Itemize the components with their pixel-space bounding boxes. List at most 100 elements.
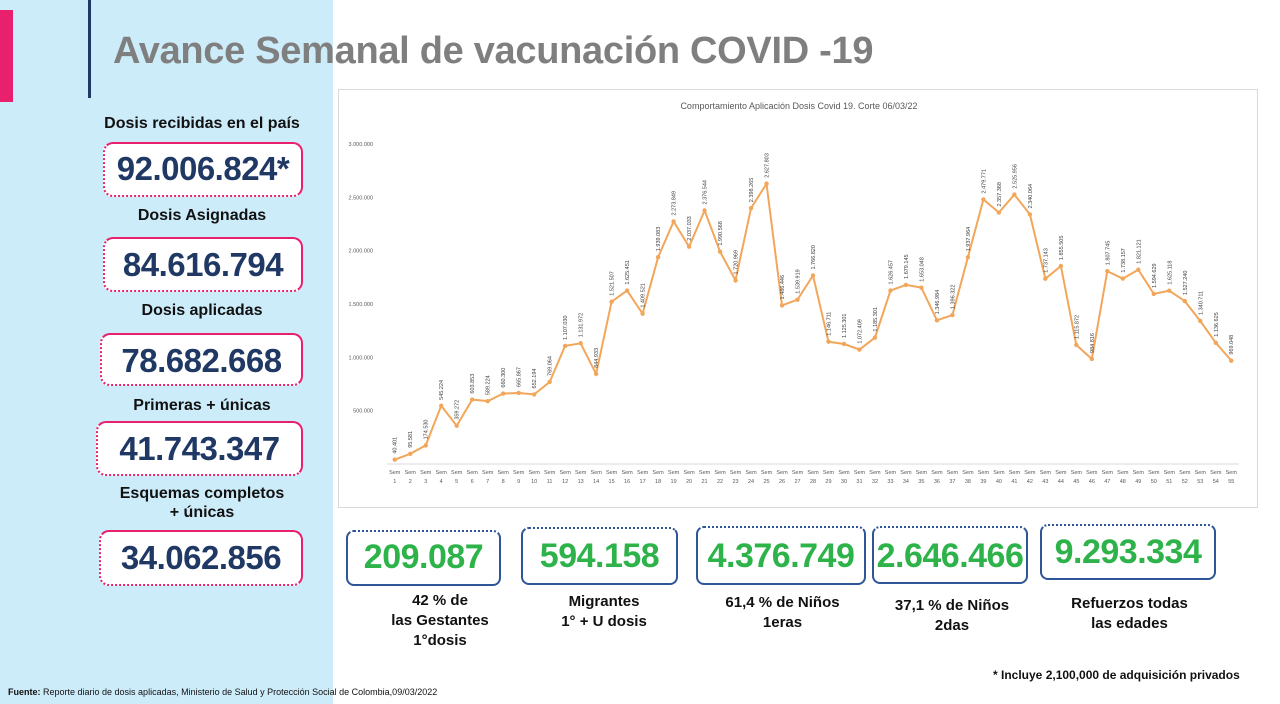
x-tick-label-bottom: 22 (717, 479, 723, 485)
data-point (919, 285, 924, 290)
x-tick-label-top: Sem (1179, 470, 1191, 476)
data-point (1027, 212, 1033, 217)
title-rule (88, 0, 91, 98)
stat-value-assigned: 84.616.794 (103, 237, 303, 292)
data-label: 2.525.956 (1012, 164, 1018, 188)
data-label: 1.539.919 (796, 269, 802, 293)
migrantes-value: 594.158 (521, 527, 678, 585)
x-tick-label-bottom: 27 (794, 479, 800, 485)
data-label: 1.185.301 (873, 307, 879, 331)
x-tick-label-bottom: 48 (1120, 479, 1126, 485)
data-point (733, 278, 738, 283)
stat-label-applied: Dosis aplicadas (141, 302, 263, 319)
stat-label-assigned: Dosis Asignadas (137, 207, 267, 224)
data-label: 1.409.521 (641, 283, 647, 307)
x-tick-label-top: Sem (451, 470, 463, 476)
data-label: 545.224 (439, 380, 445, 400)
x-tick-label-top: Sem (978, 470, 990, 476)
x-tick-label-bottom: 7 (486, 479, 489, 485)
x-tick-label-bottom: 21 (702, 479, 708, 485)
data-point (872, 335, 878, 340)
data-label: 1.653.048 (919, 257, 925, 281)
migrantes-label-line2: 1° + U dosis (561, 613, 647, 630)
data-label: 1.855.505 (1059, 236, 1065, 260)
ninos-2das-label-line1: 37,1 % de Niños (894, 597, 1010, 614)
line-chart: Comportamiento Aplicación Dosis Covid 19… (349, 101, 1239, 485)
data-label: 1.679.145 (904, 254, 910, 278)
stat-label-first-doses: Primeras + únicas (133, 397, 271, 414)
x-tick-label-bottom: 5 (455, 479, 458, 485)
x-tick-label-top: Sem (1102, 470, 1114, 476)
x-tick-label-bottom: 6 (471, 479, 474, 485)
stat-value-first-doses: 41.743.347 (96, 421, 303, 476)
x-tick-label-top: Sem (699, 470, 711, 476)
data-point (439, 403, 444, 409)
stat-value-complete: 34.062.856 (99, 530, 303, 586)
data-label: 1.737.143 (1043, 248, 1049, 272)
stat-label-received: Dosis recibidas en el país (104, 115, 300, 132)
x-tick-label-bottom: 18 (655, 479, 661, 485)
data-point (423, 443, 428, 448)
stat-label-complete-line1: Esquemas completos (119, 485, 285, 502)
data-point (1167, 288, 1172, 293)
y-tick-label: 2.000.000 (349, 249, 373, 255)
data-label: 969.048 (1229, 335, 1235, 355)
data-label: 1.340.711 (1198, 291, 1204, 315)
data-point (903, 282, 909, 288)
data-label: 1.939.083 (656, 227, 662, 251)
series-line (394, 180, 1233, 461)
x-tick-label-top: Sem (807, 470, 819, 476)
x-tick-label-top: Sem (1226, 470, 1238, 476)
refuerzos-label-line2: las edades (1091, 615, 1168, 632)
gestantes-label-line1: 42 % de (412, 592, 468, 609)
x-tick-label-top: Sem (652, 470, 664, 476)
x-tick-label-bottom: 24 (748, 479, 754, 485)
x-tick-label-bottom: 16 (624, 479, 630, 485)
data-point (500, 391, 506, 396)
data-point (640, 311, 645, 316)
data-label: 1.720.969 (734, 250, 740, 274)
data-label: 1.766.820 (811, 245, 817, 269)
data-label: 1.821.121 (1136, 239, 1142, 263)
x-tick-label-top: Sem (482, 470, 494, 476)
x-tick-label-bottom: 17 (640, 479, 646, 485)
stat-value-received: 92.006.824* (103, 142, 303, 197)
x-tick-label-bottom: 52 (1182, 479, 1188, 485)
refuerzos-label: Refuerzos todas las edades (1047, 594, 1212, 634)
data-point (671, 219, 676, 224)
x-tick-label-top: Sem (1071, 470, 1083, 476)
x-tick-label-top: Sem (776, 470, 788, 476)
x-tick-label-top: Sem (900, 470, 912, 476)
data-point (764, 181, 769, 186)
data-label: 2.037.033 (687, 216, 693, 240)
data-label: 769.064 (548, 356, 554, 376)
x-tick-label-bottom: 14 (593, 479, 599, 485)
ninos-2das-label: 37,1 % de Niños 2das (872, 596, 1032, 636)
data-point (454, 423, 459, 428)
data-point (516, 390, 521, 396)
y-tick-label: 500.000 (353, 409, 373, 415)
x-tick-label-bottom: 32 (872, 479, 878, 485)
x-tick-label-bottom: 4 (440, 479, 443, 485)
data-point (562, 343, 568, 349)
data-label: 2.398.265 (749, 178, 755, 202)
x-tick-label-bottom: 46 (1089, 479, 1095, 485)
source-text: Reporte diario de dosis aplicadas, Minis… (40, 687, 438, 697)
data-point (578, 341, 583, 346)
data-label: 1.486.446 (780, 275, 786, 299)
data-label: 2.340.064 (1028, 184, 1034, 208)
x-tick-label-top: Sem (745, 470, 757, 476)
data-label: 2.479.771 (981, 169, 987, 193)
data-point (996, 210, 1002, 215)
data-label: 665.867 (517, 367, 523, 387)
x-tick-label-bottom: 34 (903, 479, 909, 485)
data-label: 1.807.745 (1105, 241, 1111, 265)
x-tick-label-bottom: 23 (732, 479, 738, 485)
gestantes-value: 209.087 (346, 530, 501, 586)
x-tick-label-bottom: 3 (424, 479, 427, 485)
data-label: 40.401 (393, 437, 399, 454)
x-tick-label-top: Sem (730, 470, 742, 476)
x-tick-label-top: Sem (1210, 470, 1222, 476)
data-label: 589.224 (486, 375, 492, 395)
data-label: 174.530 (424, 419, 430, 439)
